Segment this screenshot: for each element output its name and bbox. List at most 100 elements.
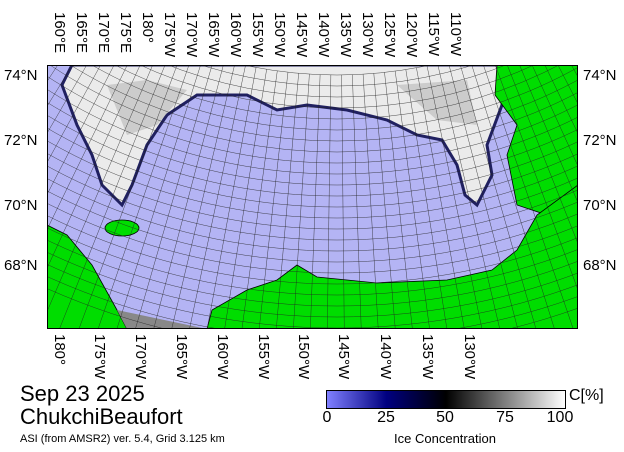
top-longitude-label: 115°W xyxy=(425,12,442,57)
meridian-line xyxy=(384,72,413,329)
meridian-line xyxy=(416,67,465,329)
top-longitude-label: 145°W xyxy=(293,12,310,58)
colorbar-tick: 50 xyxy=(436,409,454,426)
meridian-line xyxy=(189,65,246,329)
source-note: ASI (from AMSR2) ver. 5.4, Grid 3.125 km xyxy=(20,433,225,445)
parallel-line xyxy=(70,65,578,142)
meridian-line xyxy=(310,74,321,329)
top-longitude-label: 150°W xyxy=(271,12,288,58)
parallel-line xyxy=(47,190,578,263)
parallel-line xyxy=(49,65,578,153)
bottom-longitude-label: 170°W xyxy=(132,334,149,380)
left-latitude-label: 74°N xyxy=(4,67,38,84)
top-longitude-label: 165°E xyxy=(73,12,90,54)
parallel-line xyxy=(47,140,578,219)
region-title: ChukchiBeaufort xyxy=(20,404,183,429)
meridian-line xyxy=(116,65,201,329)
date-title: Sep 23 2025 xyxy=(20,381,145,406)
graticule xyxy=(47,65,578,329)
left-latitude-label: 70°N xyxy=(4,197,38,214)
parallel-line xyxy=(139,65,535,109)
meridian-line xyxy=(471,65,555,329)
parallel-line xyxy=(47,178,578,252)
bottom-longitude-label: 165°W xyxy=(173,334,190,380)
meridian-line xyxy=(362,74,379,329)
parallel-line xyxy=(47,165,578,241)
top-longitude-label: 160°E xyxy=(51,12,68,54)
parallel-line xyxy=(47,127,578,208)
wrangel-island xyxy=(104,219,140,237)
meridian-line xyxy=(224,69,267,329)
meridian-line xyxy=(437,65,500,329)
parallel-line xyxy=(47,153,578,230)
parallel-line xyxy=(243,65,431,76)
parallel-line xyxy=(114,65,560,120)
meridian-line xyxy=(557,65,578,105)
left-latitude-label: 68°N xyxy=(4,257,38,274)
meridian-line xyxy=(47,65,115,195)
bottom-longitude-label: 160°W xyxy=(214,334,231,380)
meridian-line xyxy=(171,65,235,329)
meridian-line xyxy=(494,65,578,291)
meridian-line xyxy=(571,65,578,78)
meridian-line xyxy=(448,65,518,329)
top-longitude-label: 180° xyxy=(139,12,156,44)
meridian-line xyxy=(47,65,141,269)
top-longitude-label: 155°W xyxy=(249,12,266,58)
meridian-line xyxy=(531,65,578,167)
meridian-line xyxy=(426,65,483,329)
bottom-longitude-label: 150°W xyxy=(295,334,312,380)
colorbar-unit: C[%] xyxy=(569,387,604,404)
meridian-line xyxy=(47,65,128,231)
meridian-line xyxy=(78,65,178,329)
meridian-line xyxy=(206,67,257,329)
right-latitude-label: 72°N xyxy=(583,132,617,149)
meridian-line xyxy=(394,71,430,329)
meridian-line xyxy=(276,73,299,329)
parallel-line xyxy=(200,65,474,87)
bottom-longitude-label: 180° xyxy=(51,334,68,366)
meridian-line xyxy=(483,65,574,329)
top-longitude-label: 175°E xyxy=(117,12,134,54)
right-latitude-label: 70°N xyxy=(583,197,617,214)
meridian-line xyxy=(97,65,190,329)
meridian-line xyxy=(507,65,578,245)
top-longitude-label: 110°W xyxy=(447,12,464,57)
colorbar-tick: 75 xyxy=(496,409,514,426)
parallel-line xyxy=(47,215,578,285)
colorbar-tick: 25 xyxy=(377,409,395,426)
bottom-longitude-label: 135°W xyxy=(419,334,436,380)
parallel-line xyxy=(47,75,578,164)
top-longitude-label: 140°W xyxy=(315,12,332,58)
colorbar-tick: 100 xyxy=(546,409,574,426)
top-longitude-label: 125°W xyxy=(381,12,398,58)
parallel-line xyxy=(47,89,578,175)
top-longitude-label: 120°W xyxy=(403,12,420,58)
meridian-line xyxy=(341,74,345,329)
alaska-land xyxy=(206,184,578,329)
meridian-line xyxy=(258,72,289,329)
top-longitude-label: 130°W xyxy=(359,12,376,58)
bottom-longitude-label: 130°W xyxy=(461,334,478,380)
colorbar-tick: 0 xyxy=(322,409,332,426)
colorbar xyxy=(326,390,566,409)
meridian-line xyxy=(460,65,537,329)
meridian-line xyxy=(544,65,578,134)
meridian-line xyxy=(519,65,578,204)
parallel-line xyxy=(91,65,578,131)
meridian-line xyxy=(59,65,166,329)
meridian-line xyxy=(373,73,396,329)
top-longitude-label: 135°W xyxy=(337,12,354,58)
banks-island-land xyxy=(494,65,578,216)
bottom-longitude-label: 140°W xyxy=(377,334,394,380)
parallel-line xyxy=(167,65,507,98)
top-longitude-label: 165°W xyxy=(205,12,222,58)
top-longitude-label: 170°E xyxy=(95,12,112,54)
bottom-longitude-label: 145°W xyxy=(335,334,352,380)
meridian-line xyxy=(47,65,153,313)
bottom-longitude-label: 155°W xyxy=(255,334,272,380)
colorbar-label: Ice Concentration xyxy=(394,431,496,446)
bottom-longitude-label: 175°W xyxy=(91,334,108,380)
meridian-line xyxy=(327,74,332,329)
